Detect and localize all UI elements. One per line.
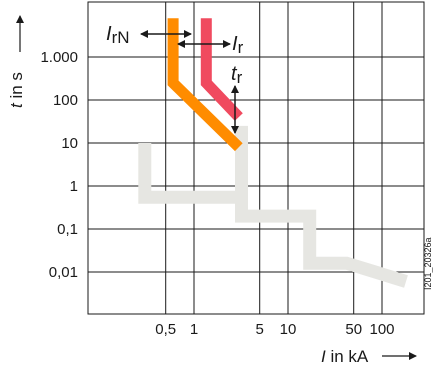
irn-subscript: rN: [112, 28, 130, 47]
x-tick-label: 0,5: [155, 321, 176, 338]
y-tick-label: 0,01: [49, 264, 78, 281]
x-tick-label: 1: [190, 321, 198, 338]
irn-symbol: I: [106, 23, 112, 45]
y-tick-label: 100: [53, 92, 78, 109]
tr-symbol: t: [231, 63, 238, 85]
curves: [138, 18, 408, 288]
x-tick-label: 10: [280, 321, 297, 338]
x-axis-label-symbol: I: [321, 347, 326, 366]
x-tick-label: 5: [256, 321, 264, 338]
ir-annotation: Ir: [232, 33, 244, 57]
ir-symbol: I: [232, 33, 238, 55]
series-band-1: [138, 143, 408, 288]
plot-frame: [87, 1, 425, 315]
y-tick-label: 0,1: [57, 221, 78, 238]
x-tick-label: 50: [345, 321, 362, 338]
x-tick-labels: 0,5 1 5 10 50 100: [155, 321, 394, 338]
y-tick-labels: 1.000 100 10 1 0,1 0,01: [40, 49, 78, 281]
y-axis-label-unit: in s: [7, 72, 26, 103]
irn-annotation: IrN: [106, 23, 130, 47]
tr-subscript: r: [237, 68, 243, 87]
x-axis-label-unit: in kA: [326, 347, 369, 366]
figure-code: I201_20326a: [423, 237, 433, 290]
y-tick-label: 1.000: [40, 49, 78, 66]
tr-annotation: tr: [231, 63, 243, 87]
y-axis-label-symbol: t: [7, 102, 26, 108]
series-band-2: [167, 18, 243, 152]
x-tick-label: 100: [369, 321, 394, 338]
ir-subscript: r: [238, 38, 244, 57]
y-tick-label: 1: [70, 178, 78, 195]
series-band-3: [200, 18, 243, 121]
y-axis-label: t in s: [7, 72, 26, 108]
y-tick-label: 10: [61, 135, 78, 152]
x-axis-label: I in kA: [321, 347, 369, 366]
